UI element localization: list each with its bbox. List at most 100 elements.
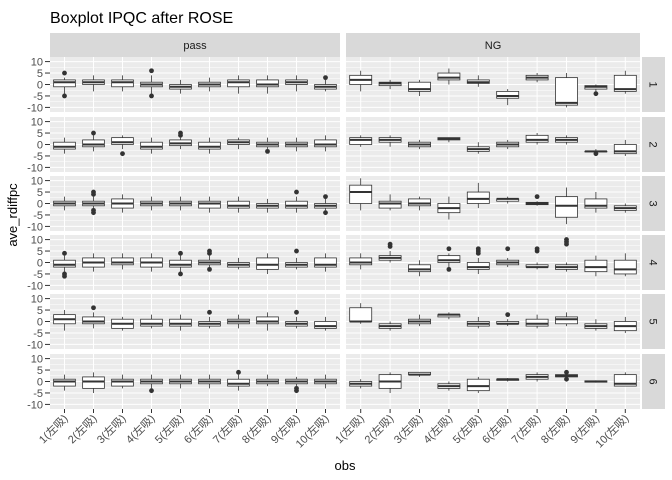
outlier-point xyxy=(294,309,299,315)
box-4 xyxy=(140,196,163,211)
box-iqr xyxy=(111,137,134,145)
x-tick-label: 4(左吸) xyxy=(421,412,455,446)
box-8 xyxy=(555,312,578,327)
box-iqr xyxy=(140,318,163,327)
facet-strip-pass xyxy=(50,33,340,57)
y-tick-label: -5 xyxy=(33,328,43,340)
box-9 xyxy=(285,137,308,152)
box-5 xyxy=(466,316,490,329)
outlier-point xyxy=(178,250,183,256)
box-iqr xyxy=(111,378,134,387)
box-iqr xyxy=(408,198,431,207)
box-8 xyxy=(256,137,279,154)
y-tick-label: -5 xyxy=(33,388,43,400)
box-iqr xyxy=(111,79,134,88)
box-4 xyxy=(437,381,461,391)
x-tick-label: 5(左吸) xyxy=(152,412,186,446)
x-axis-title: obs xyxy=(335,458,356,473)
box-6 xyxy=(198,196,221,213)
box-2 xyxy=(378,241,402,263)
outlier-point xyxy=(294,248,299,254)
row-strip-3 xyxy=(642,176,665,231)
panel-pass-3 xyxy=(50,176,340,231)
panel-pass-2 xyxy=(50,117,340,172)
box-9 xyxy=(584,255,608,277)
box-iqr xyxy=(53,378,76,387)
box-7 xyxy=(227,314,250,329)
box-1 xyxy=(53,196,76,211)
box-5 xyxy=(466,182,490,209)
x-tick-label: 2(左吸) xyxy=(65,412,99,446)
box-5 xyxy=(169,79,192,94)
outlier-point xyxy=(534,194,540,200)
panel-NG-6 xyxy=(346,354,640,409)
box-iqr xyxy=(82,139,105,148)
box-6 xyxy=(198,374,221,389)
x-tick-label: 3(左吸) xyxy=(391,412,425,446)
box-iqr xyxy=(378,200,402,209)
box-9 xyxy=(285,309,308,329)
box-5 xyxy=(466,376,490,393)
box-9 xyxy=(285,189,308,213)
y-tick-label: 0 xyxy=(37,258,43,270)
outlier-point xyxy=(446,266,452,272)
outlier-point xyxy=(534,246,540,252)
box-7 xyxy=(525,194,549,206)
box-5 xyxy=(169,196,192,211)
y-tick-label: 5 xyxy=(37,187,43,199)
facet-panels: pass NG123456-10-50510-10-50510-10-50510-… xyxy=(27,33,665,451)
outlier-point xyxy=(62,273,67,279)
box-iqr xyxy=(314,321,337,329)
y-tick-label: 5 xyxy=(37,68,43,80)
box-iqr xyxy=(256,316,279,325)
outlier-point xyxy=(178,271,183,277)
box-9 xyxy=(584,192,608,213)
box-7 xyxy=(227,196,250,213)
x-tick-label: 7(左吸) xyxy=(210,412,244,446)
outlier-point xyxy=(207,248,212,254)
box-iqr xyxy=(466,378,490,392)
box-3 xyxy=(408,79,431,96)
box-iqr xyxy=(555,196,578,218)
box-2 xyxy=(82,189,105,216)
box-1 xyxy=(53,310,76,331)
box-6 xyxy=(198,248,221,272)
outlier-point xyxy=(564,376,569,382)
box-iqr xyxy=(349,184,373,204)
box-iqr xyxy=(256,79,279,88)
outlier-point xyxy=(236,369,241,375)
y-tick-label: -5 xyxy=(33,91,43,103)
y-tick-label: 5 xyxy=(37,128,43,140)
box-10 xyxy=(314,135,337,152)
box-5 xyxy=(169,130,192,150)
box-iqr xyxy=(613,259,637,275)
box-1 xyxy=(53,250,76,279)
box-3 xyxy=(111,253,134,270)
outlier-point xyxy=(62,70,67,76)
outlier-point xyxy=(323,75,328,81)
x-tick-label: 3(左吸) xyxy=(94,412,128,446)
box-iqr xyxy=(437,72,461,81)
outlier-point xyxy=(294,189,299,195)
outlier-point xyxy=(149,388,154,394)
y-tick-label: 5 xyxy=(37,305,43,317)
outlier-point xyxy=(593,151,599,157)
x-tick-label: 6(左吸) xyxy=(480,412,514,446)
outlier-point xyxy=(505,312,511,318)
box-7 xyxy=(525,133,549,145)
box-iqr xyxy=(111,257,134,266)
box-9 xyxy=(584,380,608,383)
box-6 xyxy=(496,196,520,204)
box-iqr xyxy=(53,259,76,268)
box-7 xyxy=(227,257,250,270)
row-label-4: 4 xyxy=(647,259,659,265)
panel-pass-1 xyxy=(50,57,340,112)
panel-NG-2 xyxy=(346,117,640,172)
box-3 xyxy=(408,260,431,277)
box-7 xyxy=(525,372,549,382)
box-6 xyxy=(496,139,520,150)
box-8 xyxy=(555,135,578,145)
box-6 xyxy=(496,378,520,382)
box-3 xyxy=(111,194,134,213)
outlier-point xyxy=(207,309,212,315)
